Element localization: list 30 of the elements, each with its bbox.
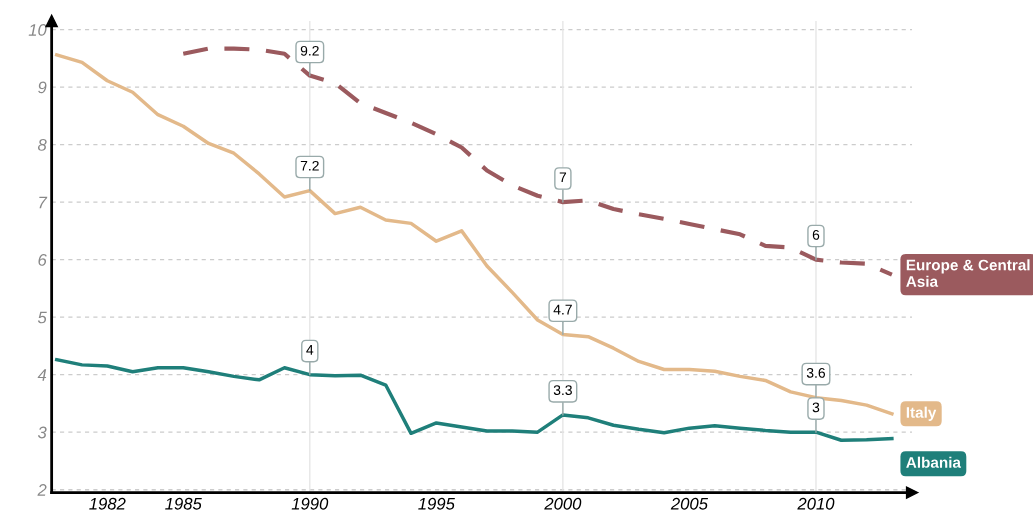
line-series <box>181 46 894 277</box>
series-label: Albania <box>906 456 962 468</box>
annotation: 4.7 <box>553 304 572 315</box>
y-tick-label: 5 <box>37 311 47 324</box>
annotation: 3.6 <box>806 367 826 378</box>
series-label: Europe & Central Asia <box>906 259 1030 287</box>
x-tick-label: 2005 <box>670 497 709 510</box>
annotation: 6 <box>812 229 820 240</box>
annotation: 3.3 <box>553 385 572 396</box>
x-tick-label: 2010 <box>797 497 835 510</box>
y-tick-label: 2 <box>37 484 47 496</box>
series-label: Italy <box>906 406 937 421</box>
y-tick-label: 9 <box>38 81 47 94</box>
y-tick-label: 6 <box>38 254 47 266</box>
x-tick-label: 1995 <box>418 497 455 510</box>
y-tick-label: 10 <box>28 23 47 36</box>
x-tick-label: 2000 <box>544 497 582 510</box>
y-tick-label: 4 <box>37 369 47 381</box>
annotation: 7.2 <box>300 160 319 171</box>
y-tick-label: 3 <box>37 426 47 439</box>
x-tick-label: 1985 <box>165 497 202 510</box>
y-tick-label: 8 <box>37 139 47 151</box>
y-tick-label: 7 <box>39 196 48 209</box>
x-tick-label: 1982 <box>89 497 126 510</box>
annotation: 9.2 <box>300 45 319 56</box>
x-tick-label: 1990 <box>291 497 329 510</box>
line-series <box>54 357 894 442</box>
annotation: 7 <box>559 172 567 183</box>
annotation: 4 <box>306 345 314 355</box>
annotation: 3 <box>812 402 820 413</box>
